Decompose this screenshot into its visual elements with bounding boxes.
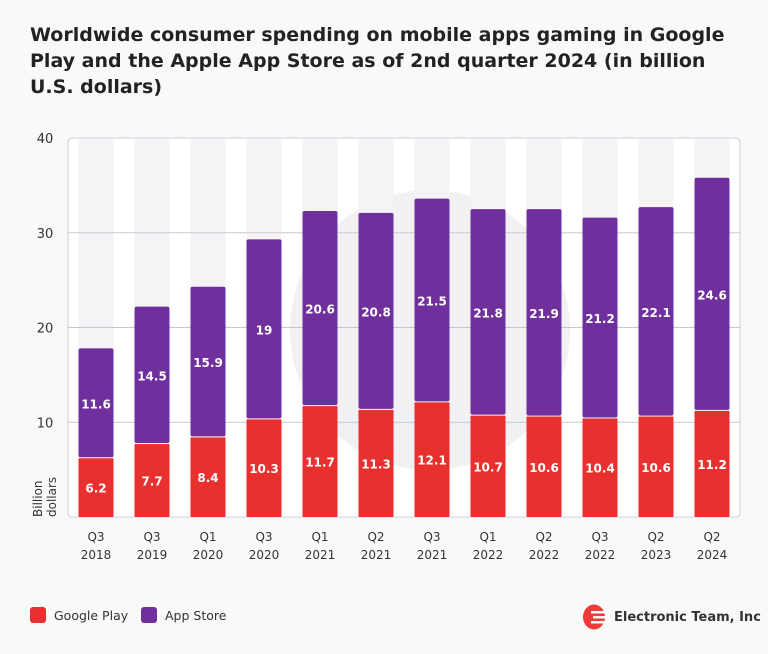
x-tick-label: Q3 xyxy=(591,530,608,544)
data-label: 12.1 xyxy=(417,454,447,468)
data-label: 19 xyxy=(256,323,273,337)
x-tick-label: Q2 xyxy=(367,530,384,544)
bar-segment xyxy=(190,286,226,437)
x-tick-label: 2020 xyxy=(193,548,224,562)
bar-segment xyxy=(134,306,170,444)
bar-segment xyxy=(414,198,450,402)
bar-segment xyxy=(78,458,114,517)
brand-name: Electronic Team, Inc xyxy=(614,609,761,625)
legend-swatch xyxy=(141,607,157,623)
data-label: 22.1 xyxy=(641,306,671,320)
bar-segment xyxy=(358,212,394,409)
data-label: 6.2 xyxy=(85,482,106,496)
brand-icon xyxy=(583,604,606,630)
bar-segment xyxy=(358,409,394,517)
bar-segment xyxy=(470,209,506,415)
legend-label: Google Play xyxy=(54,607,129,623)
y-tick-label: 10 xyxy=(37,416,54,431)
data-label: 11.2 xyxy=(697,458,727,472)
bar-segment xyxy=(638,207,674,416)
bar-segment xyxy=(582,418,618,517)
bar-segment xyxy=(638,416,674,517)
legend-item-google-play: Google Play xyxy=(30,607,128,623)
x-tick-label: 2021 xyxy=(417,548,448,562)
stacked-bar-chart: 10 20 30 40 Billion dollars 6.2 11.6 Q3 2018 7.7 14… xyxy=(31,132,741,562)
bar-segment xyxy=(78,348,114,458)
x-tick-label: Q1 xyxy=(199,530,216,544)
bar-segment xyxy=(414,402,450,517)
legend-label: App Store xyxy=(165,607,227,623)
x-tick-label: 2018 xyxy=(81,548,112,562)
x-tick-label: Q1 xyxy=(311,530,328,544)
data-label: 15.9 xyxy=(193,356,223,370)
bar-segment xyxy=(526,416,562,517)
data-label: 10.6 xyxy=(529,461,559,475)
data-label: 7.7 xyxy=(141,475,162,489)
y-tick-label: 20 xyxy=(37,322,54,337)
x-tick-label: Q2 xyxy=(535,530,552,544)
data-label: 20.8 xyxy=(361,305,391,319)
data-label: 21.2 xyxy=(585,312,615,326)
y-tick-label: 30 xyxy=(37,227,54,242)
x-tick-label: 2021 xyxy=(361,548,392,562)
bar-segment xyxy=(246,239,282,419)
data-label: 14.5 xyxy=(137,369,167,383)
x-tick-label: Q3 xyxy=(423,530,440,544)
bar-segment xyxy=(246,419,282,517)
bar-segment xyxy=(302,210,338,406)
data-label: 21.9 xyxy=(529,307,559,321)
x-tick-label: Q2 xyxy=(703,530,720,544)
x-tick-label: 2022 xyxy=(585,548,616,562)
data-label: 10.7 xyxy=(473,460,503,474)
data-label: 8.4 xyxy=(197,471,218,485)
data-label: 24.6 xyxy=(697,288,727,302)
data-label: 11.7 xyxy=(305,456,335,470)
x-tick-label: 2024 xyxy=(697,548,728,562)
data-label: 11.6 xyxy=(81,397,111,411)
bar-segment xyxy=(190,437,226,517)
bar-segment xyxy=(470,415,506,517)
x-tick-label: Q3 xyxy=(87,530,104,544)
data-label: 21.5 xyxy=(417,294,447,308)
data-label: 21.8 xyxy=(473,306,503,320)
bar-segment xyxy=(134,444,170,517)
legend-swatch xyxy=(30,607,46,623)
data-label: 10.6 xyxy=(641,461,671,475)
data-label: 10.4 xyxy=(585,462,615,476)
x-tick-label: Q3 xyxy=(255,530,272,544)
x-tick-label: 2021 xyxy=(305,548,336,562)
y-tick-label: 40 xyxy=(37,132,54,147)
data-label: 11.3 xyxy=(361,457,391,471)
x-tick-label: Q2 xyxy=(647,530,664,544)
x-tick-label: Q1 xyxy=(479,530,496,544)
data-label: 10.3 xyxy=(249,462,279,476)
x-tick-label: 2022 xyxy=(529,548,560,562)
x-tick-label: 2019 xyxy=(137,548,168,562)
x-tick-label: 2023 xyxy=(641,548,672,562)
y-axis-label: dollars xyxy=(45,477,59,517)
bar-segment xyxy=(302,406,338,517)
bar-segment xyxy=(526,209,562,416)
bar-segment xyxy=(694,177,730,410)
chart-title: Worldwide consumer spending on mobile ap… xyxy=(30,24,725,98)
x-tick-label: 2022 xyxy=(473,548,504,562)
brand-logo: Electronic Team, Inc xyxy=(582,604,761,630)
bar-segment xyxy=(582,217,618,418)
x-tick-label: Q3 xyxy=(143,530,160,544)
y-axis-label: Billion xyxy=(31,480,45,517)
x-tick-label: 2020 xyxy=(249,548,280,562)
legend-item-app-store: App Store xyxy=(141,607,226,623)
data-label: 20.6 xyxy=(305,303,335,317)
bar-segment xyxy=(694,410,730,517)
